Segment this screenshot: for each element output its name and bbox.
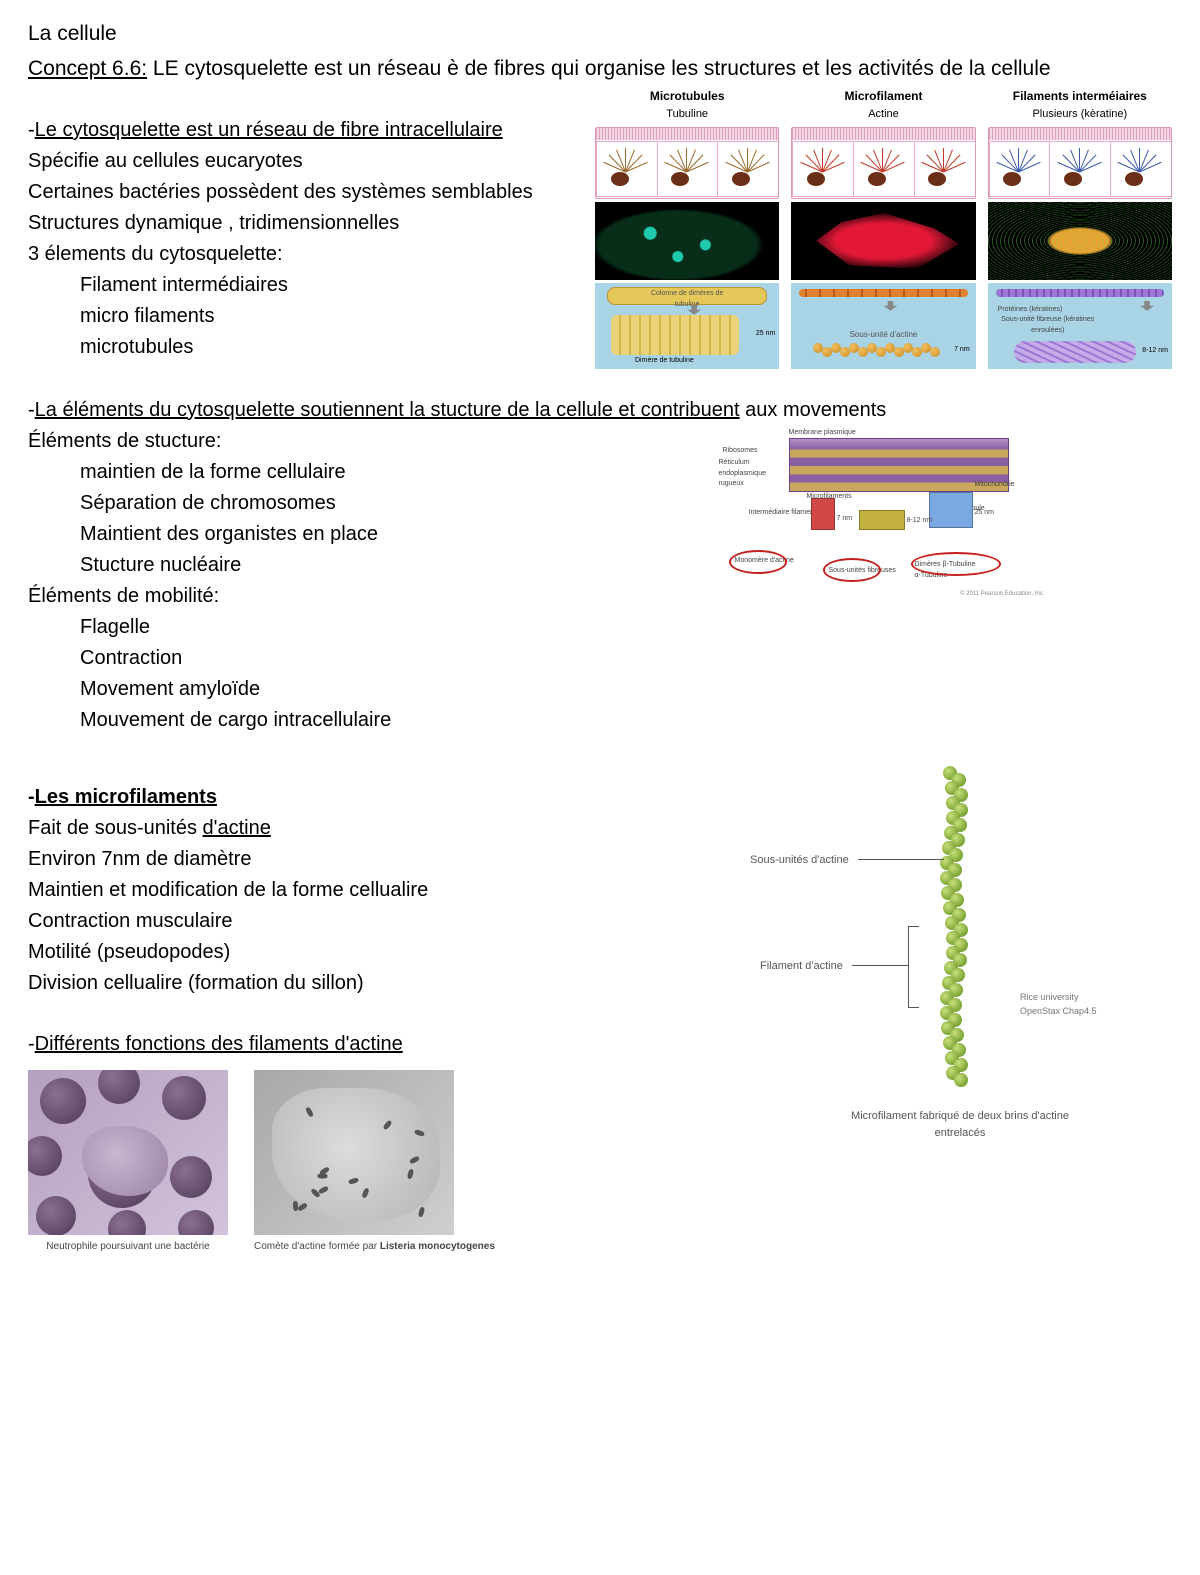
s2-sub1: maintien de la forme cellulaire — [80, 457, 583, 488]
fig1-head: Filaments interméiaires — [988, 87, 1172, 106]
fig2-label: Ribosomes — [723, 446, 758, 457]
fig1-column: MicrotubulesTubulineColonne de dimères d… — [595, 87, 779, 369]
s2-sub2: Movement amyloïde — [80, 674, 583, 705]
s1-line: 3 élements du cytosquelette: — [28, 239, 583, 270]
fig2-label: Mitochondrie — [975, 480, 1015, 491]
fig3-label-filament: Filament d'actine — [760, 958, 843, 975]
s3-line: Fait de sous-unités d'actine — [28, 813, 628, 844]
fig1-head: Microfilament — [791, 87, 975, 106]
fig2-label: Membrane plasmique — [789, 428, 856, 439]
s2-sub1: Stucture nucléaire — [80, 550, 583, 581]
s1-line: Certaines bactéries possèdent des systèm… — [28, 177, 583, 208]
microscopy-listeria: Comète d'actine formée par Listeria mono… — [254, 1070, 495, 1255]
page-title: La cellule — [28, 18, 1172, 51]
fig1-head: Microtubules — [595, 87, 779, 106]
figure-cell-structure: Membrane plasmique RibosomesRéticulum end… — [595, 426, 1172, 602]
caption-listeria: Comète d'actine formée par Listeria mono… — [254, 1239, 495, 1255]
section-2-text: Éléments de stucture: maintien de la for… — [28, 426, 583, 736]
s1-sub: Filament intermédiaires — [80, 270, 583, 301]
s3-line: Maintien et modification de la forme cel… — [28, 875, 628, 906]
s2-sub1: Séparation de chromosomes — [80, 488, 583, 519]
section-3-text: -Les microfilaments Fait de sous-unités … — [28, 756, 628, 1255]
fig3-label-subunit: Sous-unités d'actine — [750, 852, 849, 869]
s2-sub2: Flagelle — [80, 612, 583, 643]
fig3-caption: Microfilament fabriqué de deux brins d'a… — [850, 1108, 1070, 1142]
s1-line: Structures dynamique , tridimensionnelle… — [28, 208, 583, 239]
fig1-sub: Tubuline — [595, 106, 779, 123]
s3-line: Division cellualire (formation du sillon… — [28, 968, 628, 999]
concept-line: Concept 6.6: LE cytosquelette est un rés… — [28, 53, 1172, 86]
fig2-label: Réticulum endoplasmique rugueux — [719, 458, 787, 491]
fig1-sub: Actine — [791, 106, 975, 123]
s2-sub2: Contraction — [80, 643, 583, 674]
caption-neutrophil: Neutrophile poursuivant une bactérie — [28, 1239, 228, 1255]
s1-sub: microtubules — [80, 332, 583, 363]
fig1-sub: Plusieurs (kèratine) — [988, 106, 1172, 123]
s2-sub1: Maintient des organistes en place — [80, 519, 583, 550]
s2-l2: Éléments de mobilité: — [28, 581, 583, 612]
fig1-column: Filaments interméiairesPlusieurs (kèrati… — [988, 87, 1172, 369]
section-2-head: -La éléments du cytosquelette soutiennen… — [28, 395, 1172, 426]
section-1-head: -Le cytosquelette est un réseau de fibre… — [28, 115, 583, 146]
figure-cytoskeleton-table: MicrotubulesTubulineColonne de dimères d… — [595, 87, 1172, 369]
fig1-column: MicrofilamentActineSous-unité d'actine7 … — [791, 87, 975, 369]
s1-sub: micro filaments — [80, 301, 583, 332]
section-1-text: -Le cytosquelette est un réseau de fibre… — [28, 115, 583, 363]
s1-line: Spécifie au cellules eucaryotes — [28, 146, 583, 177]
microscopy-neutrophil: Neutrophile poursuivant une bactérie — [28, 1070, 228, 1255]
s3-line: Contraction musculaire — [28, 906, 628, 937]
fig2-label: Intermédiaire filament — [749, 508, 816, 519]
fig3-credit: Rice university OpenStax Chap4.5 — [1020, 991, 1120, 1019]
s3-line: Motilité (pseudopodes) — [28, 937, 628, 968]
bottom-microscopy-row: Neutrophile poursuivant une bactérie Com… — [28, 1070, 628, 1255]
s2-l1: Éléments de stucture: — [28, 426, 583, 457]
section-4-head: -Différents fonctions des filaments d'ac… — [28, 1029, 628, 1060]
concept-text: LE cytosquelette est un réseau è de fibr… — [147, 57, 1051, 80]
s3-line: Environ 7nm de diamètre — [28, 844, 628, 875]
section-3-head: -Les microfilaments — [28, 782, 628, 813]
concept-label: Concept 6.6: — [28, 57, 147, 80]
s2-sub2: Mouvement de cargo intracellulaire — [80, 705, 583, 736]
figure-actin-filament: Sous-unités d'actine Filament d'actine Mic… — [640, 756, 1172, 1186]
